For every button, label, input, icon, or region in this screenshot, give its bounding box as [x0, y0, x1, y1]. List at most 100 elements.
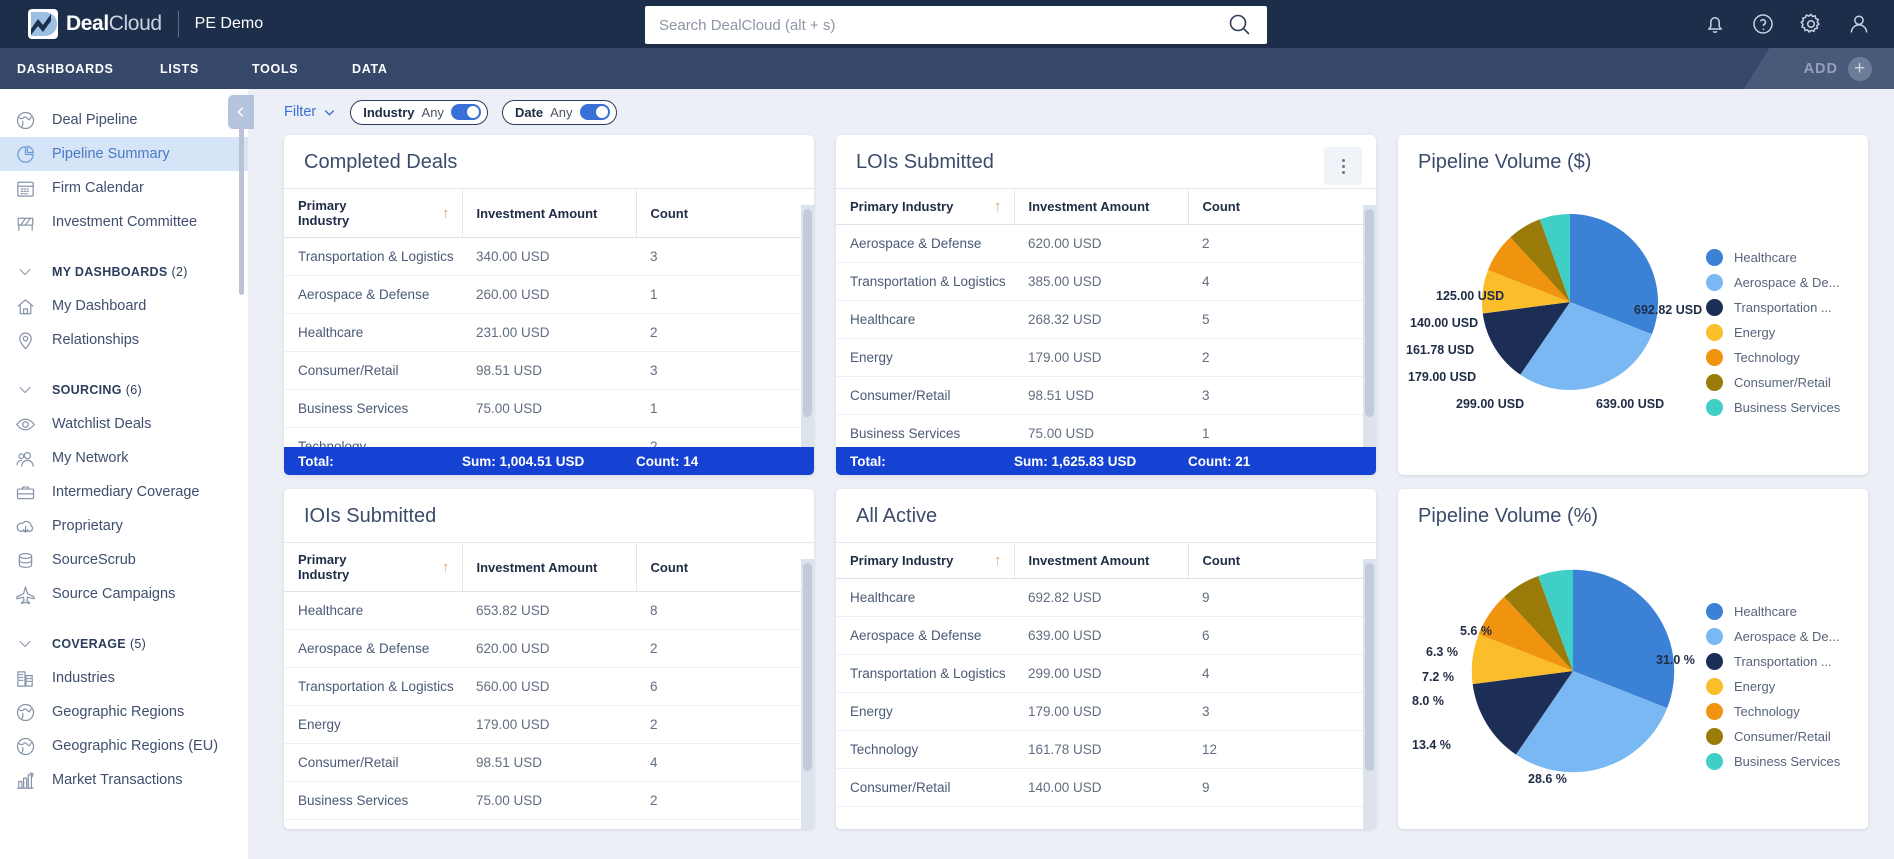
- sidebar-item-sourcescrub[interactable]: SourceScrub: [0, 543, 248, 577]
- pie-slice[interactable]: [1510, 219, 1570, 302]
- column-header-count[interactable]: Count: [636, 542, 814, 592]
- table-row[interactable]: Business Services 75.00 USD 2: [284, 781, 814, 820]
- table-row[interactable]: Transportation & Logistics 560.00 USD 6: [284, 667, 814, 706]
- brand-logo[interactable]: DealCloud: [0, 9, 162, 39]
- table-scrollbar[interactable]: [803, 209, 812, 417]
- column-header-investment-amount[interactable]: Investment Amount: [462, 188, 637, 238]
- table-row[interactable]: Technology 161.78 USD 12: [836, 730, 1376, 769]
- column-header-primary-industry[interactable]: Primary Industry ↑: [836, 542, 1015, 579]
- table-row[interactable]: Energy 179.00 USD 3: [836, 692, 1376, 731]
- legend-item[interactable]: Technology: [1706, 699, 1840, 724]
- table-row[interactable]: Consumer/Retail 98.51 USD 4: [284, 743, 814, 782]
- table-row[interactable]: Aerospace & Defense 620.00 USD 2: [836, 224, 1376, 263]
- sidebar-item-deal-pipeline[interactable]: Deal Pipeline: [0, 103, 248, 137]
- legend-item[interactable]: Business Services: [1706, 749, 1840, 774]
- column-header-count[interactable]: Count: [1188, 188, 1376, 225]
- filter-chip-date[interactable]: Date Any: [501, 99, 617, 125]
- pie-slice[interactable]: [1482, 302, 1570, 375]
- table-scrollbar[interactable]: [1365, 563, 1374, 771]
- industry-toggle[interactable]: [450, 104, 481, 120]
- legend-item[interactable]: Business Services: [1706, 395, 1840, 420]
- sidebar-item-my-dashboard[interactable]: My Dashboard: [0, 289, 248, 323]
- sidebar-group-coverage[interactable]: COVERAGE (5): [0, 627, 248, 661]
- sidebar-group-my-dashboards[interactable]: MY DASHBOARDS (2): [0, 255, 248, 289]
- sidebar-item-firm-calendar[interactable]: Firm Calendar: [0, 171, 248, 205]
- bell-icon[interactable]: [1702, 11, 1728, 37]
- nav-data[interactable]: DATA: [352, 61, 388, 76]
- pie-slice[interactable]: [1478, 596, 1573, 671]
- pie-slice[interactable]: [1570, 214, 1659, 335]
- search-bar[interactable]: [645, 6, 1267, 44]
- table-row[interactable]: Healthcare 653.82 USD 8: [284, 591, 814, 630]
- legend-item[interactable]: Transportation ...: [1706, 649, 1840, 674]
- pie-slice[interactable]: [1472, 671, 1573, 755]
- pie-slice[interactable]: [1488, 237, 1570, 302]
- pie-slice[interactable]: [1520, 302, 1652, 391]
- sidebar-item-source-campaigns[interactable]: Source Campaigns: [0, 577, 248, 611]
- sidebar-item-watchlist-deals[interactable]: Watchlist Deals: [0, 407, 248, 441]
- table-row[interactable]: Energy 179.00 USD 2: [284, 705, 814, 744]
- legend-item[interactable]: Energy: [1706, 674, 1840, 699]
- legend-item[interactable]: Consumer/Retail: [1706, 724, 1840, 749]
- date-toggle[interactable]: [579, 104, 610, 120]
- pie-slice[interactable]: [1481, 270, 1570, 314]
- table-row[interactable]: Consumer/Retail 140.00 USD 9: [836, 768, 1376, 807]
- sidebar-item-investment-committee[interactable]: Investment Committee: [0, 205, 248, 239]
- table-row[interactable]: Transportation & Logistics 385.00 USD 4: [836, 262, 1376, 301]
- sidebar-collapse-button[interactable]: [228, 95, 254, 129]
- table-row[interactable]: Business Services 75.00 USD 1: [284, 389, 814, 428]
- pie-slice[interactable]: [1515, 671, 1668, 773]
- table-scrollbar[interactable]: [803, 563, 812, 771]
- legend-item[interactable]: Healthcare: [1706, 599, 1840, 624]
- user-icon[interactable]: [1846, 11, 1872, 37]
- sidebar-item-proprietary[interactable]: Proprietary: [0, 509, 248, 543]
- nav-tools[interactable]: TOOLS: [252, 61, 299, 76]
- sidebar-item-industries[interactable]: Industries: [0, 661, 248, 695]
- legend-item[interactable]: Consumer/Retail: [1706, 370, 1840, 395]
- pie-slice[interactable]: [1471, 634, 1573, 685]
- column-header-primary-industry[interactable]: Primary Industry ↑: [284, 188, 463, 238]
- legend-item[interactable]: Energy: [1706, 320, 1840, 345]
- column-header-investment-amount[interactable]: Investment Amount: [1014, 542, 1189, 579]
- column-header-count[interactable]: Count: [1188, 542, 1376, 579]
- table-row[interactable]: Consumer/Retail 98.51 USD 3: [284, 351, 814, 390]
- sidebar-item-geographic-regions[interactable]: Geographic Regions: [0, 695, 248, 729]
- sidebar-item-relationships[interactable]: Relationships: [0, 323, 248, 357]
- pie-chart-dollar[interactable]: [1470, 202, 1670, 402]
- filter-chip-industry[interactable]: Industry Any: [350, 99, 488, 125]
- table-row[interactable]: Aerospace & Defense 620.00 USD 2: [284, 629, 814, 668]
- table-row[interactable]: Energy 179.00 USD 2: [836, 338, 1376, 377]
- gear-icon[interactable]: [1798, 11, 1824, 37]
- table-row[interactable]: Transportation & Logistics 299.00 USD 4: [836, 654, 1376, 693]
- column-header-primary-industry[interactable]: Primary Industry ↑: [284, 542, 463, 592]
- sidebar-item-geographic-regions-eu-[interactable]: Geographic Regions (EU): [0, 729, 248, 763]
- legend-item[interactable]: Aerospace & De...: [1706, 270, 1840, 295]
- table-row[interactable]: Transportation & Logistics 340.00 USD 3: [284, 237, 814, 276]
- pie-chart-percent[interactable]: [1458, 556, 1688, 786]
- table-row[interactable]: Healthcare 268.32 USD 5: [836, 300, 1376, 339]
- column-header-count[interactable]: Count: [636, 188, 814, 238]
- pie-slice[interactable]: [1573, 569, 1675, 709]
- table-row[interactable]: Consumer/Retail 98.51 USD 3: [836, 376, 1376, 415]
- card-menu-button[interactable]: [1324, 147, 1362, 185]
- pie-slice[interactable]: [1538, 569, 1573, 671]
- column-header-investment-amount[interactable]: Investment Amount: [462, 542, 637, 592]
- legend-item[interactable]: Aerospace & De...: [1706, 624, 1840, 649]
- search-icon[interactable]: [1227, 12, 1253, 38]
- sidebar-item-intermediary-coverage[interactable]: Intermediary Coverage: [0, 475, 248, 509]
- sidebar-item-my-network[interactable]: My Network: [0, 441, 248, 475]
- sidebar-scrollbar[interactable]: [239, 105, 244, 295]
- column-header-primary-industry[interactable]: Primary Industry ↑: [836, 188, 1015, 225]
- table-row[interactable]: Business Services 75.00 USD 1: [836, 414, 1376, 453]
- sidebar-item-market-transactions[interactable]: Market Transactions: [0, 763, 248, 797]
- pie-slice[interactable]: [1539, 214, 1570, 302]
- table-row[interactable]: Healthcare 231.00 USD 2: [284, 313, 814, 352]
- legend-item[interactable]: Transportation ...: [1706, 295, 1840, 320]
- table-row[interactable]: Aerospace & Defense 639.00 USD 6: [836, 616, 1376, 655]
- help-icon[interactable]: [1750, 11, 1776, 37]
- search-input[interactable]: [659, 16, 1227, 34]
- table-row[interactable]: Healthcare 692.82 USD 9: [836, 578, 1376, 617]
- nav-dashboards[interactable]: DASHBOARDS: [17, 61, 114, 76]
- sidebar-group-sourcing[interactable]: SOURCING (6): [0, 373, 248, 407]
- legend-item[interactable]: Technology: [1706, 345, 1840, 370]
